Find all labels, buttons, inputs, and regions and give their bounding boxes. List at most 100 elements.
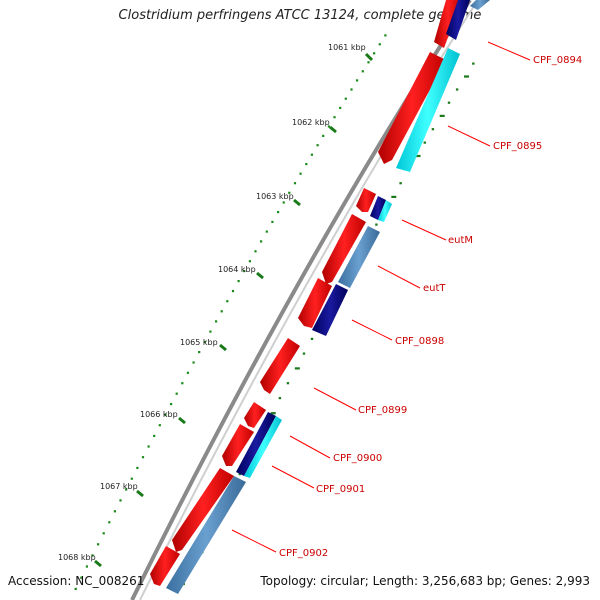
scale-label: 1061 kbp [328, 43, 366, 52]
gene-arrow-eutt[interactable] [322, 214, 366, 284]
tick-dot [102, 532, 105, 535]
gene-label-cpf0900[interactable]: CPF_0900 [333, 453, 382, 464]
tick-dot [282, 201, 285, 204]
tick-dot [472, 62, 475, 65]
tick-dot [333, 116, 336, 119]
scale-tick [256, 271, 264, 280]
tick-dot [293, 182, 297, 185]
tick-dot [97, 543, 100, 546]
gene-label-eutt[interactable]: eutT [423, 283, 446, 294]
tick-dot [367, 61, 370, 64]
gene-arrow-cpf0898[interactable] [298, 278, 332, 328]
tick-dot [198, 351, 201, 354]
scale-label: 1068 kbp [58, 553, 96, 562]
tick-dot [322, 134, 325, 137]
scale-tick [364, 52, 374, 62]
gene-label-cpf0894[interactable]: CPF_0894 [533, 55, 582, 66]
cds-block-navy[interactable] [236, 412, 276, 476]
tick-dot [278, 397, 282, 400]
tick-dot [130, 477, 133, 480]
scale-label: 1067 kbp [100, 482, 138, 491]
gene-arrow-cpf0899[interactable] [260, 338, 300, 394]
tick-dot [361, 70, 364, 73]
gene-label-cpf0895[interactable]: CPF_0895 [493, 141, 542, 152]
cds-block-cyan[interactable] [396, 48, 460, 172]
gene-labels: CPF_0894 CPF_0895 eutM eutT CPF_0898 CPF… [279, 55, 582, 559]
gene-label-eutm[interactable]: eutM [448, 235, 473, 246]
tick-dot [192, 361, 195, 364]
gene-arrow-cpf0900[interactable] [244, 402, 266, 428]
gene-arrow-cpf0902[interactable] [172, 468, 234, 552]
tick-dot [399, 182, 402, 185]
leader-cpf0901 [271, 465, 315, 489]
gene-label-cpf0898[interactable]: CPF_0898 [395, 336, 444, 347]
tick-dot [141, 456, 145, 459]
scale-label: 1066 kbp [140, 410, 178, 419]
tick-dot [248, 260, 251, 263]
cds-block-navy[interactable] [370, 196, 386, 220]
tick-dot [226, 300, 229, 303]
cds-track [166, 0, 490, 594]
cds-block-cyan[interactable] [378, 200, 392, 222]
leader-cpf0899 [313, 387, 357, 411]
tick-dot [277, 211, 280, 214]
tick-dot [254, 250, 257, 253]
tick-dot [299, 172, 302, 175]
tick-dot [243, 270, 246, 273]
scale-tick [329, 125, 337, 134]
tick-dot [164, 413, 167, 416]
cds-block-steel[interactable] [470, 0, 490, 10]
scale-label: 1064 kbp [218, 265, 256, 274]
cds-block-steel[interactable] [338, 226, 380, 288]
scale-tick [136, 489, 144, 498]
tick-dot [439, 114, 445, 117]
tick-dot [147, 445, 150, 448]
gene-arrow-eutm[interactable] [356, 188, 376, 212]
tick-dot [270, 412, 276, 415]
scale-tick [293, 198, 301, 207]
cds-block-navy[interactable] [446, 0, 470, 40]
tick-dot [310, 337, 314, 340]
scale-tick [178, 416, 186, 425]
scale-tick [219, 343, 227, 352]
tick-dot [415, 154, 421, 158]
tick-dot [288, 191, 291, 194]
scale-label: 1065 kbp [180, 338, 218, 347]
tick-dot [327, 125, 330, 128]
accession-text: Accession: NC_008261 [8, 574, 145, 588]
gene-label-cpf0902[interactable]: CPF_0902 [279, 548, 328, 559]
tick-dot [464, 75, 469, 78]
tick-dot [153, 434, 156, 437]
tick-dot [220, 310, 223, 313]
gene-arrow-cpf0903[interactable] [150, 546, 180, 586]
gene-arrow-cpf0895[interactable] [378, 52, 446, 164]
leader-cpf0894 [487, 41, 531, 61]
tick-dot [302, 352, 306, 355]
tick-dot [447, 101, 451, 104]
tick-dot [80, 576, 83, 579]
gene-track-forward [150, 0, 462, 586]
gene-arrow-cpf0901[interactable] [222, 424, 254, 466]
tick-dot [294, 367, 300, 370]
tick-dot [158, 424, 161, 427]
tick-dot [238, 473, 241, 476]
gene-label-cpf0899[interactable]: CPF_0899 [358, 405, 407, 416]
gene-label-cpf0901[interactable]: CPF_0901 [316, 484, 365, 495]
tick-dot [344, 97, 347, 100]
tick-dot [108, 521, 111, 524]
leader-cpf0895 [447, 125, 491, 147]
tick-dot [391, 195, 397, 198]
cds-block-navy[interactable] [312, 284, 348, 336]
tick-dot [175, 392, 178, 395]
tick-dot [209, 330, 212, 333]
tick-dot [310, 153, 313, 156]
scale-tick [94, 559, 102, 568]
genome-summary-text: Topology: circular; Length: 3,256,683 bp… [260, 574, 590, 588]
cds-block-steel[interactable] [166, 476, 246, 594]
leader-cpf0902 [231, 529, 277, 553]
cds-block-cyan[interactable] [244, 416, 282, 478]
tick-dot [119, 499, 122, 502]
leader-cpf0900 [289, 435, 331, 459]
tick-dot [356, 79, 359, 82]
